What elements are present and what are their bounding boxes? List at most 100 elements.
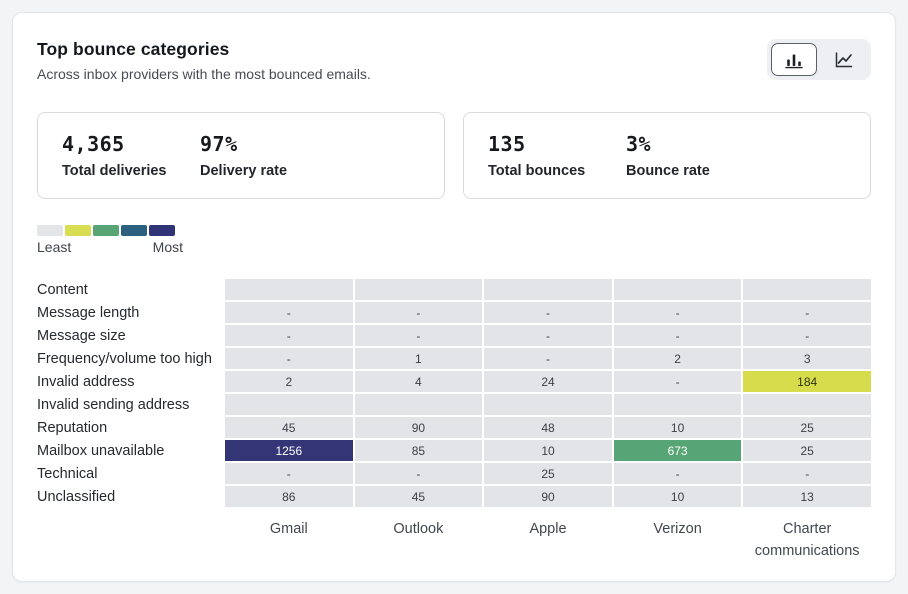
total-bounces-label: Total bounces [488,163,586,179]
heatmap-cell[interactable]: 184 [743,371,871,392]
heatmap-column-label: Verizon [653,521,702,537]
heatmap-cell[interactable]: 25 [743,440,871,461]
heatmap-cell[interactable] [225,279,353,300]
heatmap-cell[interactable]: 3 [743,348,871,369]
heatmap-cell[interactable]: 2 [225,371,353,392]
legend-swatch [65,225,91,236]
heatmap-row-label: Message size [37,327,126,344]
legend-swatch [93,225,119,236]
heatmap-cell[interactable] [354,394,483,415]
heatmap-cell[interactable]: 4 [354,371,483,392]
delivery-rate-value: 97% [200,132,238,156]
bar-chart-icon [785,54,803,68]
heatmap-cell[interactable]: 90 [484,486,612,507]
heatmap-row-label: Message length [37,304,140,321]
heatmap-cell[interactable]: 1 [354,348,483,369]
heatmap-cell[interactable]: - [484,325,612,346]
heatmap-cell[interactable]: - [354,325,483,346]
heatmap-row-label: Invalid address [37,373,135,390]
heatmap-cell[interactable]: 13 [743,486,871,507]
legend-swatch [37,225,63,236]
legend-labels: Least Most [37,239,183,255]
bounces-stat-card: 135 Total bounces 3% Bounce rate [463,112,871,199]
heatmap-cell[interactable] [743,279,871,300]
legend-least-label: Least [37,239,72,255]
heatmap-column-label: Outlook [393,521,444,537]
heatmap-cell[interactable]: - [225,302,353,323]
deliveries-stat-card: 4,365 Total deliveries 97% Delivery rate [37,112,445,199]
stats-row: 4,365 Total deliveries 97% Delivery rate… [37,112,871,199]
legend-swatch [121,225,147,236]
page-title: Top bounce categories [37,39,230,59]
heatmap-cell[interactable]: - [743,463,871,484]
heatmap-cell[interactable]: 10 [613,417,742,438]
line-chart-toggle-button[interactable] [821,43,867,76]
heatmap: Content Message length - - - - - Message size - -… [37,279,871,507]
heatmap-row-label: Content [37,281,88,298]
heatmap-cell[interactable] [484,394,612,415]
heatmap-row-label: Unclassified [37,488,116,505]
heatmap-cell[interactable] [354,279,483,300]
heatmap-legend: Least Most [37,225,871,255]
heatmap-cell[interactable]: 45 [225,417,353,438]
heatmap-column-headers: Gmail Outlook Apple Verizon Charter communic… [37,519,871,563]
heatmap-cell[interactable]: 85 [354,440,483,461]
heatmap-cell[interactable]: - [354,302,483,323]
bounce-rate-value: 3% [626,132,652,156]
card-header: Top bounce categories Across inbox provi… [37,39,871,82]
heatmap-cell[interactable]: - [225,463,353,484]
heatmap-cell[interactable]: - [743,325,871,346]
bounce-rate-label: Bounce rate [626,163,710,179]
heatmap-cell[interactable] [613,279,742,300]
heatmap-row-label: Technical [37,465,98,482]
heatmap-cell[interactable] [743,394,871,415]
heatmap-cell[interactable]: 45 [354,486,483,507]
heatmap-row-label: Frequency/volume too high [37,350,212,367]
heatmap-cell[interactable] [225,394,353,415]
heatmap-cell[interactable]: 48 [484,417,612,438]
heatmap-cell[interactable]: 25 [743,417,871,438]
legend-most-label: Most [152,239,183,255]
heatmap-cell[interactable]: 10 [613,486,742,507]
heatmap-cell[interactable]: - [613,325,742,346]
heatmap-cell[interactable]: 25 [484,463,612,484]
total-deliveries-label: Total deliveries [62,163,167,179]
heatmap-cell[interactable]: 1256 [225,440,353,461]
heatmap-cell[interactable]: - [613,463,742,484]
heatmap-cell[interactable]: - [613,302,742,323]
heatmap-column-label: Gmail [269,521,308,537]
total-deliveries-value: 4,365 [62,132,125,156]
delivery-rate-stat: 97% Delivery rate [200,132,287,179]
heatmap-cell[interactable]: 2 [613,348,742,369]
heatmap-cell[interactable]: 673 [613,440,742,461]
total-deliveries-stat: 4,365 Total deliveries [62,132,200,179]
heatmap-cell[interactable]: 90 [354,417,483,438]
heatmap-cell[interactable]: - [613,371,742,392]
bounce-rate-stat: 3% Bounce rate [626,132,710,179]
heatmap-column-label: Charter communications [754,521,860,559]
heatmap-cell[interactable]: - [743,302,871,323]
heatmap-cell[interactable]: - [225,348,353,369]
heatmap-cell[interactable]: 24 [484,371,612,392]
delivery-rate-label: Delivery rate [200,163,288,179]
legend-swatches [37,225,871,236]
heatmap-cell[interactable]: - [484,348,612,369]
heatmap-column-label: Apple [529,521,567,537]
page-subtitle: Across inbox providers with the most bou… [37,66,371,82]
legend-swatch [149,225,175,236]
header-text: Top bounce categories Across inbox provi… [37,39,371,82]
heatmap-cell[interactable]: - [484,302,612,323]
heatmap-cell[interactable] [613,394,742,415]
heatmap-cell[interactable]: 86 [225,486,353,507]
heatmap-row-label: Invalid sending address [37,396,190,413]
total-bounces-stat: 135 Total bounces [488,132,626,179]
heatmap-cell[interactable] [484,279,612,300]
chart-type-toggle [767,39,871,80]
column-header-spacer [37,519,223,563]
heatmap-cell[interactable]: - [354,463,483,484]
heatmap-cell[interactable]: 10 [484,440,612,461]
total-bounces-value: 135 [488,132,526,156]
heatmap-row-label: Reputation [37,419,108,436]
bar-chart-toggle-button[interactable] [771,43,817,76]
heatmap-cell[interactable]: - [225,325,353,346]
